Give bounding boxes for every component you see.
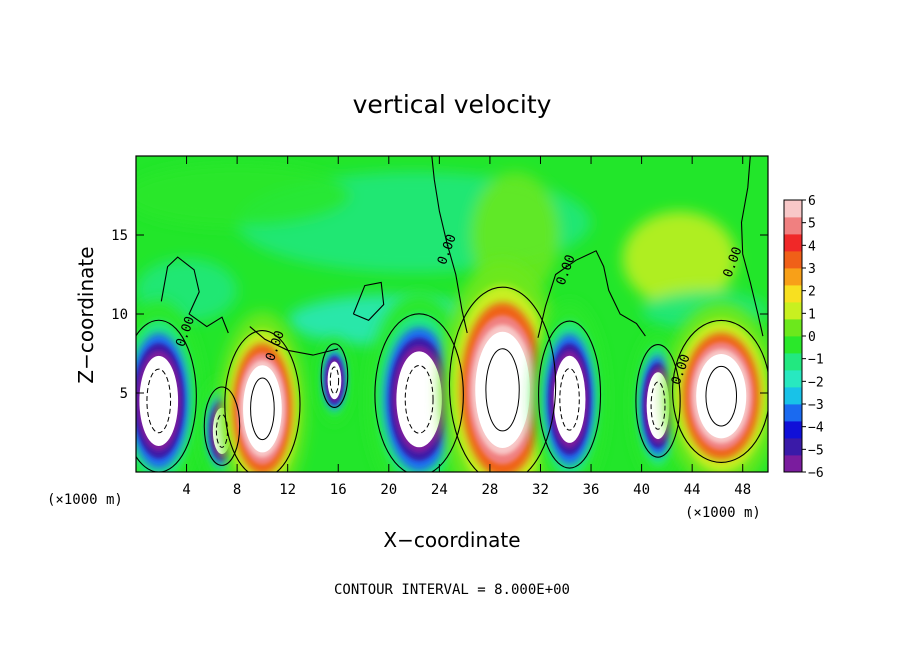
zero-contour-line (160, 256, 229, 334)
x-tick-label: 28 (481, 482, 498, 498)
x-axis: 4 8 12 16 20 24 28 32 36 40 44 48 (182, 156, 751, 498)
colorbar-tick-label: −3 (808, 398, 824, 413)
zero-contour-line (431, 156, 468, 334)
colorbar-bin (784, 387, 802, 405)
x-unit-right: (×1000 m) (685, 505, 761, 521)
zero-contour (320, 343, 349, 409)
cell-core (696, 354, 747, 439)
plot-area (136, 156, 768, 472)
shading-blob (622, 211, 737, 307)
colorbar-bin (784, 336, 802, 354)
core-contour (705, 365, 738, 427)
y-tick-label: 15 (111, 228, 128, 244)
cell-core (243, 365, 282, 453)
x-tick-label: 20 (380, 482, 397, 498)
colorbar-tick-label: 3 (808, 262, 816, 277)
zero-contour-line (352, 281, 385, 321)
convective-cell (218, 311, 307, 472)
core-contour (250, 377, 275, 441)
zero-contour (635, 344, 681, 458)
x-tick-label: 24 (431, 482, 448, 498)
colorbar-bin (784, 268, 802, 286)
colorbar-bin (784, 455, 802, 473)
colorbar-bin (784, 438, 802, 456)
x-tick-label: 36 (583, 482, 600, 498)
colorbar-tick-label: 0 (808, 330, 816, 345)
colorbar-tick-label: −5 (808, 443, 824, 458)
x-tick-label: 4 (182, 482, 190, 498)
zero-contour (224, 330, 301, 472)
velocity-field (136, 163, 768, 472)
x-tick-label: 16 (330, 482, 347, 498)
cell-core (553, 355, 586, 443)
colorbar-bin (784, 370, 802, 388)
zero-contour (538, 320, 602, 469)
zero-contour (448, 286, 557, 472)
y-axis: 5 10 15 (111, 228, 768, 402)
colorbar-bin (784, 319, 802, 337)
core-contour (485, 348, 520, 432)
colorbar-tick-label: −4 (808, 421, 824, 436)
colorbar-tick-label: 5 (808, 217, 816, 232)
colorbar-bin (784, 404, 802, 422)
convective-cell (440, 260, 565, 472)
x-axis-label: X−coordinate (383, 528, 520, 552)
core-contour (146, 368, 172, 434)
shading-blob (136, 163, 351, 228)
zero-contour (672, 319, 768, 463)
x-tick-label: 48 (734, 482, 751, 498)
colorbar-tick-label: 1 (808, 307, 816, 322)
x-tick-label: 12 (279, 482, 296, 498)
y-axis-label: Z−coordinate (74, 246, 98, 383)
y-tick-label: 10 (111, 307, 128, 323)
zero-contour-line (249, 326, 339, 356)
colorbar-bin (784, 251, 802, 269)
colorbar-tick-label: 2 (808, 285, 816, 300)
convective-cell (318, 338, 350, 423)
x-tick-label: 40 (633, 482, 650, 498)
cell-core (646, 372, 670, 440)
core-contour (329, 366, 340, 395)
x-tick-label: 32 (532, 482, 549, 498)
core-contour (650, 381, 666, 430)
colorbar-tick-label: −6 (808, 466, 824, 481)
convective-cell (664, 302, 768, 472)
colorbar-bin (784, 353, 802, 371)
x-unit-left: (×1000 m) (47, 492, 123, 508)
colorbar-bin (784, 217, 802, 235)
colorbar-bin (784, 302, 802, 320)
colorbar-tick-label: −2 (808, 375, 824, 390)
colorbar-bin (784, 200, 802, 218)
chart-title: vertical velocity (353, 90, 552, 119)
zero-contour (203, 386, 241, 466)
colorbar: 6 5 4 3 2 1 0 −1 −2 −3 −4 −5 −6 (783, 194, 824, 481)
cell-core (139, 355, 179, 446)
cell-core (396, 351, 442, 448)
core-contour (404, 364, 434, 434)
x-tick-label: 8 (233, 482, 241, 498)
zero-contour (136, 319, 197, 472)
contour-interval-note: CONTOUR INTERVAL = 8.000E+00 (334, 582, 570, 598)
colorbar-bin (784, 285, 802, 303)
zero-contour-line (537, 250, 646, 338)
colorbar-tick-label: −1 (808, 353, 824, 368)
colorbar-tick-label: 4 (808, 239, 816, 254)
colorbar-bin (784, 421, 802, 439)
cell-core (475, 331, 530, 448)
y-tick-label: 5 (120, 386, 128, 402)
x-tick-label: 44 (684, 482, 701, 498)
zero-contour (374, 313, 464, 472)
core-contour (559, 368, 580, 431)
colorbar-tick-label: 6 (808, 194, 816, 209)
contour-lines (136, 156, 768, 472)
colorbar-bin (784, 234, 802, 252)
convective-cell (533, 302, 606, 472)
zero-contour-line (740, 156, 764, 337)
